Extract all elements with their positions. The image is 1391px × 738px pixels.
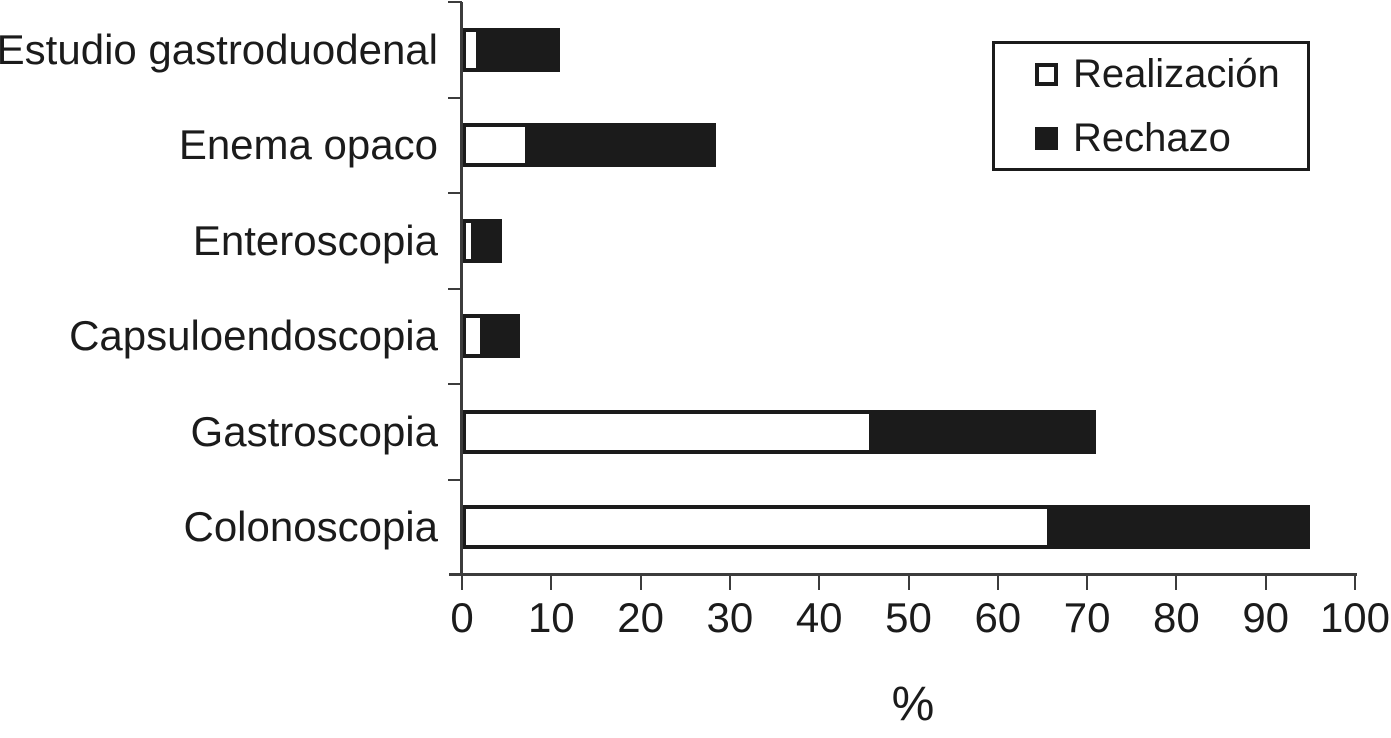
x-axis-tick [461,575,463,590]
legend-item-rechazo: Rechazo [1035,116,1307,160]
x-axis-tick-label: 80 [1153,594,1200,641]
legend-swatch-rechazo [1035,126,1058,150]
category-label: Enteroscopia [192,216,438,264]
y-axis-tick [448,383,462,385]
bar-segment-realizacion [462,123,529,168]
y-axis-tick [448,96,462,99]
x-axis-tick-label: 40 [795,594,843,641]
legend-label-realizacion: Realización [1073,52,1280,96]
x-axis-tick-label: 0 [450,594,474,641]
x-axis-tick-label: 70 [1063,594,1111,641]
category-label: Gastroscopia [190,407,438,455]
category-label: Capsuloendoscopia [69,312,438,360]
legend: Realización Rechazo [992,41,1310,171]
x-axis-tick [1264,575,1267,590]
x-axis-tick-label: 10 [527,594,575,641]
y-axis-tick [448,287,462,290]
category-label: Colonoscopia [183,503,438,551]
x-axis-tick [1354,575,1356,590]
x-axis-tick-label: 90 [1242,594,1290,641]
y-axis-tick [448,478,462,481]
x-axis-tick-label: 20 [617,594,664,641]
bar-segment-rechazo [1051,505,1311,550]
x-axis-tick-label: 50 [885,594,932,641]
x-axis-tick-label: 100 [1319,594,1391,641]
x-axis-tick-label: 30 [706,594,754,641]
y-axis-tick [448,1,462,3]
legend-label-rechazo: Rechazo [1073,116,1231,160]
bar-segment-rechazo [479,27,561,72]
bar-segment-realizacion [462,409,873,454]
x-axis-tick [1086,575,1089,590]
bar-segment-rechazo [528,123,717,168]
x-axis-line [449,573,1357,576]
x-axis-tick [996,575,999,590]
bar-segment-rechazo [872,409,1097,454]
category-label: Enema opaco [178,121,438,169]
x-axis-tick [728,575,731,590]
x-axis-tick [550,575,553,590]
bar-segment-realizacion [462,505,1052,550]
x-axis-tick [907,575,910,590]
x-axis-tick [639,575,642,590]
bar-segment-rechazo [475,218,503,263]
legend-item-realizacion: Realización [1035,52,1307,96]
bar-segment-rechazo [484,314,521,359]
x-axis-tick-label: 60 [974,594,1022,641]
bar-segment-realizacion [462,27,480,72]
y-axis-tick [448,192,462,194]
x-axis-tick [1175,575,1178,590]
x-axis-label: % [891,678,935,731]
x-axis-tick [818,575,821,590]
bar-segment-realizacion [462,314,485,359]
legend-swatch-realizacion [1035,62,1058,86]
bar-segment-realizacion [462,218,476,263]
category-label: Estudio gastroduodenal [0,25,438,73]
